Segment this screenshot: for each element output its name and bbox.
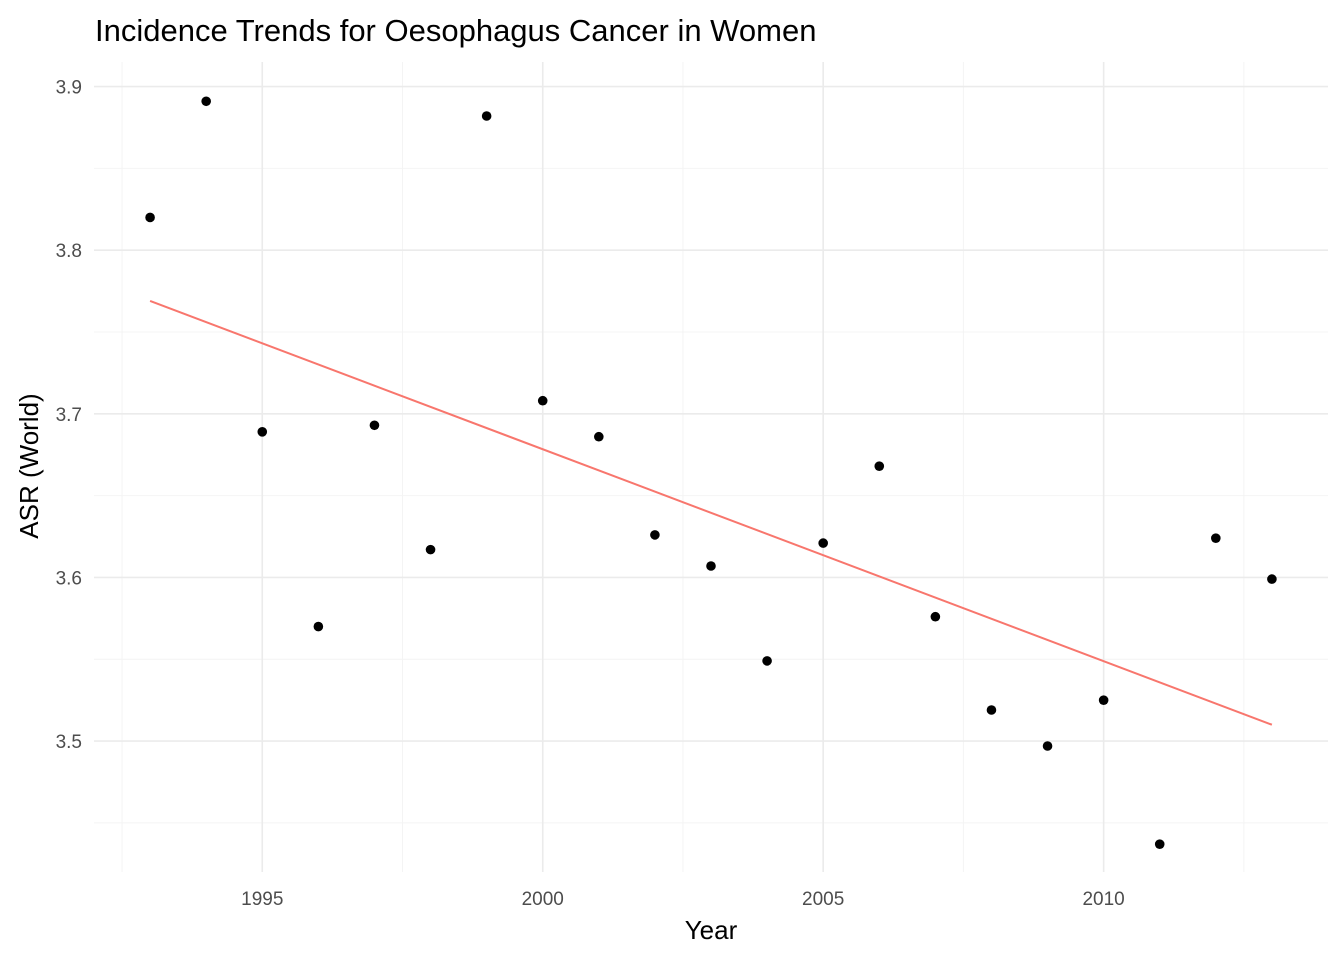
x-axis-title: Year xyxy=(685,915,738,945)
y-axis-title: ASR (World) xyxy=(14,393,44,538)
y-tick-label: 3.9 xyxy=(56,78,82,99)
data-point xyxy=(706,561,716,571)
data-point xyxy=(1098,695,1109,705)
trend-line xyxy=(149,299,1273,726)
y-tick-label: 3.5 xyxy=(56,732,82,753)
y-tick-label: 3.6 xyxy=(56,568,82,589)
data-point xyxy=(425,544,436,555)
data-point xyxy=(145,212,155,223)
minor-gridlines xyxy=(94,62,1328,872)
data-point xyxy=(650,530,660,540)
data-point xyxy=(594,431,604,442)
x-axis-ticks: 1995 2000 2005 2010 xyxy=(241,889,1125,910)
chart-title: Incidence Trends for Oesophagus Cancer i… xyxy=(95,13,816,48)
data-point xyxy=(818,538,828,548)
data-point xyxy=(537,395,548,406)
data-point xyxy=(930,611,941,622)
data-point xyxy=(1042,741,1053,751)
data-point xyxy=(369,420,380,431)
x-tick-label: 1995 xyxy=(241,889,283,910)
y-tick-label: 3.8 xyxy=(56,241,82,262)
y-tick-label: 3.7 xyxy=(56,405,82,426)
data-point xyxy=(1211,533,1221,543)
data-point xyxy=(1267,574,1277,584)
data-points xyxy=(145,96,1277,849)
trend-line-group xyxy=(149,299,1273,726)
data-point xyxy=(762,656,772,666)
y-axis-ticks: 3.5 3.6 3.7 3.8 3.9 xyxy=(56,78,82,754)
major-gridlines xyxy=(94,62,1328,872)
data-point xyxy=(201,96,211,107)
data-point xyxy=(481,111,492,121)
x-tick-label: 2000 xyxy=(522,889,564,910)
x-tick-label: 2005 xyxy=(802,889,844,910)
data-point xyxy=(986,705,997,715)
data-point xyxy=(874,461,885,471)
data-point xyxy=(313,621,324,632)
x-tick-label: 2010 xyxy=(1082,889,1124,910)
data-point xyxy=(257,427,268,437)
data-point xyxy=(1154,839,1165,849)
